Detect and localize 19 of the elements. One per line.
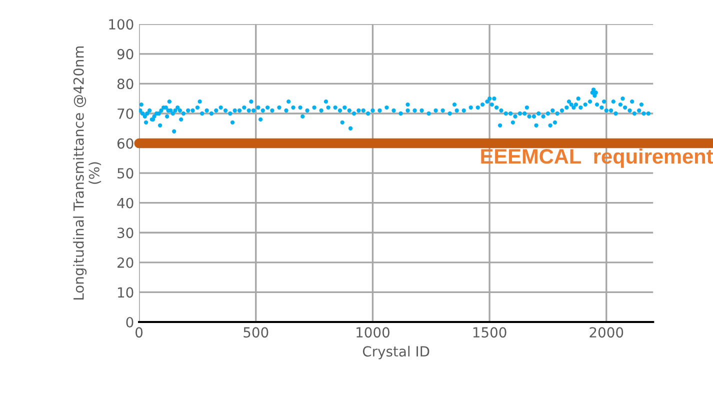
y-axis-title: Longitudinal Transmittance @420nm (%) (73, 46, 102, 300)
y-tick-label: 70 (118, 108, 134, 119)
y-tick-label: 80 (117, 78, 134, 90)
x-tick-label: 1500 (473, 327, 506, 338)
y-tick-label: 50 (118, 168, 134, 179)
y-tick-label: 0 (126, 316, 134, 328)
x-tick-label: 0 (136, 327, 143, 338)
y-tick-label: 10 (118, 287, 134, 298)
y-tick-label: 40 (117, 198, 134, 208)
y-tick-label: 90 (117, 48, 134, 60)
x-tick-label: 1000 (356, 327, 390, 338)
ref-line-label: EEEMCAL requirement (481, 148, 713, 168)
x-tick-label: 500 (244, 327, 268, 338)
y-tick-label: 60 (117, 138, 134, 149)
y-tick-label: 20 (118, 257, 134, 268)
x-axis-title: Crystal ID (362, 346, 430, 360)
y-tick-label: 100 (109, 19, 134, 30)
y-tick-label: 30 (118, 228, 134, 238)
x-tick-label: 2000 (590, 327, 624, 338)
